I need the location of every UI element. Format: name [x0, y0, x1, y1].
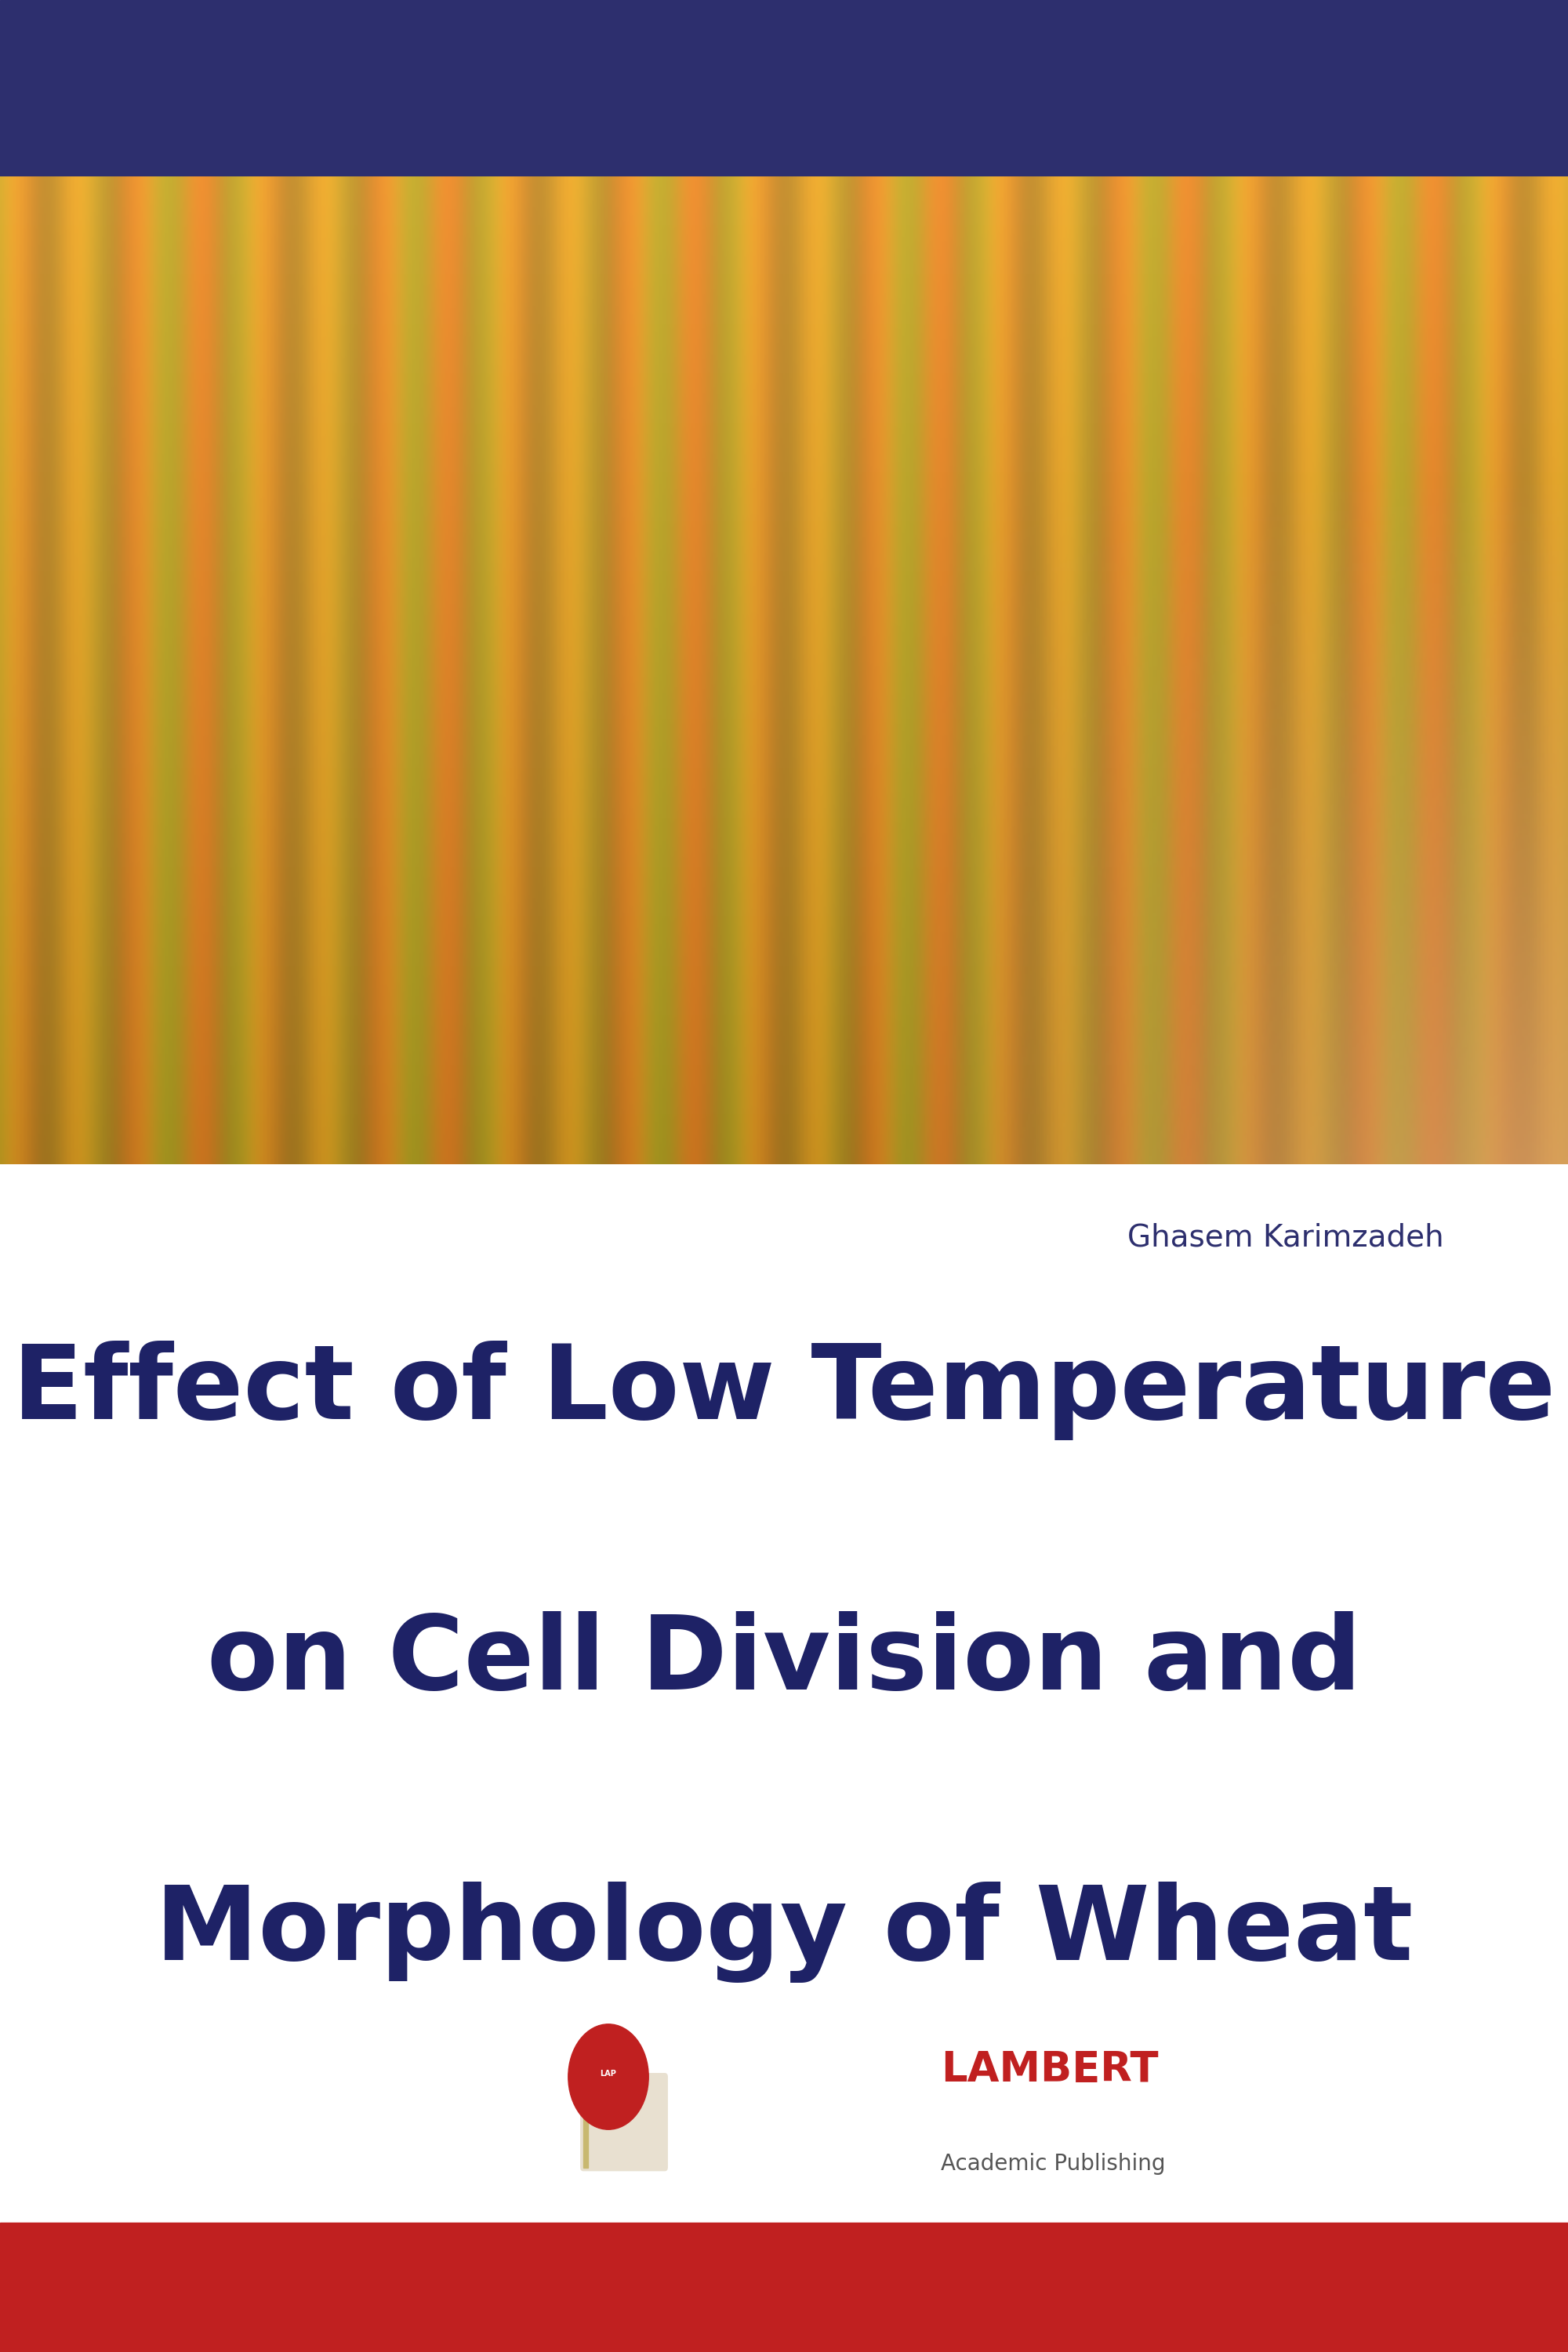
Text: on Cell Division and: on Cell Division and	[207, 1611, 1361, 1710]
Text: LAP: LAP	[601, 2070, 616, 2077]
Bar	[583, 2077, 588, 2169]
Text: Effect of Low Temperature: Effect of Low Temperature	[13, 1341, 1555, 1439]
Bar	[0, 2223, 1568, 2352]
FancyBboxPatch shape	[580, 2074, 668, 2171]
Text: Morphology of Wheat: Morphology of Wheat	[155, 1882, 1413, 1983]
Text: Effect of Cold on Cell Division and Shoot and Root: Effect of Cold on Cell Division and Shoo…	[323, 2246, 1245, 2281]
Text: LAMBERT: LAMBERT	[941, 2049, 1159, 2091]
Bar	[0, 0, 1568, 176]
Text: Academic Publishing: Academic Publishing	[941, 2152, 1165, 2176]
Circle shape	[568, 2025, 649, 2129]
Text: Ghasem Karimzadeh: Ghasem Karimzadeh	[1127, 1223, 1444, 1254]
